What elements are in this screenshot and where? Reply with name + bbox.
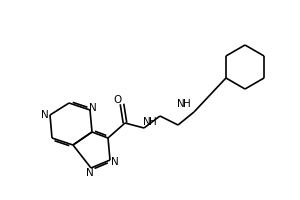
Text: N: N [143,117,151,127]
Text: H: H [149,117,157,127]
Text: N: N [177,99,185,109]
Text: O: O [113,95,121,105]
Text: N: N [86,168,94,178]
Text: N: N [111,157,119,167]
Text: N: N [41,110,49,120]
Text: N: N [89,103,97,113]
Text: H: H [183,99,191,109]
